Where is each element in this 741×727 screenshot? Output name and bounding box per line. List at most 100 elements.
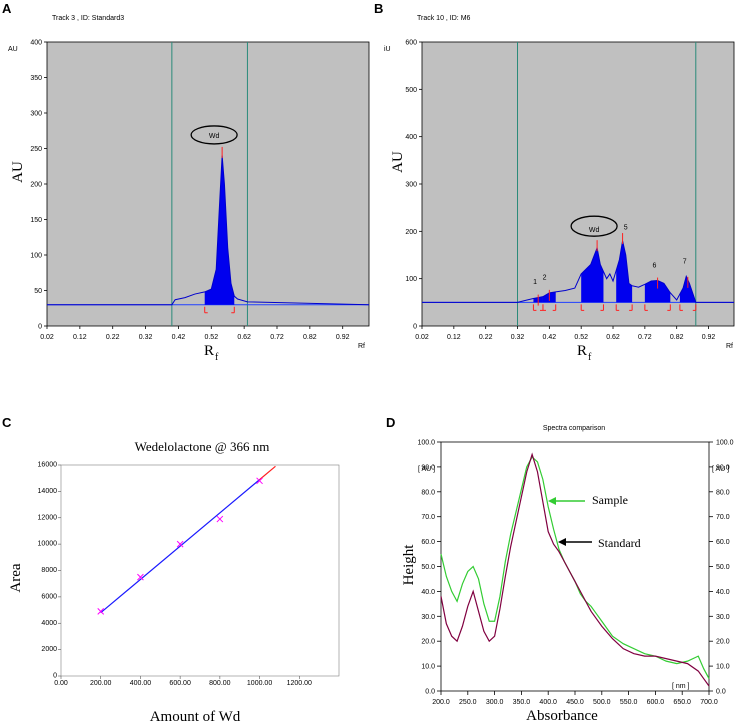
a-peak-0-bound-1 — [231, 306, 235, 314]
panel-a-plot-area — [46, 41, 370, 327]
b-ytick-label-2: 200 — [405, 229, 417, 236]
panel-b-plot-area — [421, 41, 735, 327]
panel-d-left-unit: [ AU ] — [418, 466, 435, 473]
b-xtick-label-1: 0.12 — [447, 334, 461, 341]
a-ytick-label-8: 400 — [30, 40, 42, 47]
c-xtick-label-4: 800.00 — [209, 680, 231, 687]
c-ytick-label-8: 16000 — [38, 462, 58, 469]
panel-d: D Spectra comparison [ AU ] [ AU ] [ nm … — [386, 415, 734, 724]
b-ytick-label-4: 400 — [405, 134, 417, 141]
d-ytick-right-label-5: 50.0 — [716, 564, 730, 571]
d-xtick-label-6: 500.0 — [593, 699, 611, 706]
b-peak-1-bound-1 — [552, 304, 557, 311]
b-peak-4-bound-0 — [644, 304, 648, 311]
d-ytick-left-label-1: 10.0 — [421, 664, 435, 671]
b-xtick-label-9: 0.92 — [702, 334, 716, 341]
b-ytick-label-3: 300 — [405, 182, 417, 189]
c-xtick-label-0: 0.00 — [54, 680, 68, 687]
d-ytick-right-label-8: 80.0 — [716, 489, 730, 496]
b-xtick-label-2: 0.22 — [479, 334, 493, 341]
c-xtick-label-2: 400.00 — [130, 680, 152, 687]
panel-a-unit-label: AU — [8, 46, 18, 53]
d-ytick-right-label-10: 100.0 — [716, 440, 734, 447]
panel-b-y-ticks: 0 100 200 300 400 500 600 — [405, 40, 422, 331]
panel-d-label: D — [386, 415, 395, 430]
a-xtick-label-5: 0.52 — [204, 334, 218, 341]
a-ytick-label-2: 100 — [30, 253, 42, 260]
panel-b-peak-label-4: 6 — [652, 262, 656, 269]
panel-b-vlines — [517, 42, 697, 326]
panel-c-points — [97, 477, 263, 615]
b-peak-3-bound-0 — [615, 304, 620, 311]
c-ytick-label-3: 6000 — [41, 593, 57, 600]
b-xtick-label-7: 0.72 — [638, 334, 652, 341]
a-xtick-label-4: 0.42 — [172, 334, 186, 341]
d-xtick-label-9: 650.0 — [673, 699, 691, 706]
panel-c: C Wedelolactone @ 366 nm 0 2000 4000 6000 80… — [2, 415, 340, 725]
d-ytick-right-label-4: 40.0 — [716, 589, 730, 596]
a-xtick-label-6: 0.62 — [237, 334, 251, 341]
d-ytick-left-label-0: 0.0 — [425, 689, 435, 696]
d-xtick-label-7: 550.0 — [620, 699, 638, 706]
panel-b-peak-label-0: 1 — [533, 279, 537, 286]
b-xtick-label-3: 0.32 — [511, 334, 525, 341]
panel-b-x-ticks: 0.02 0.12 0.22 0.32 0.42 0.52 0.62 0.72 0.82 0.92 — [415, 326, 715, 341]
c-point-0 — [97, 608, 105, 615]
b-peak-5-bound-1 — [692, 304, 697, 311]
panel-c-x-axis-label: Amount of Wd — [150, 709, 241, 725]
panel-a-x-ticks: 0.02 0.12 0.22 0.32 0.42 0.52 0.62 0.72 0.82 0.92 — [40, 326, 350, 341]
d-ytick-right-label-0: 0.0 — [716, 689, 726, 696]
d-ytick-left-label-2: 20.0 — [421, 639, 435, 646]
panel-c-title: Wedelolactone @ 366 nm — [135, 439, 270, 454]
panel-a-trace — [47, 155, 370, 306]
panel-a-title: Track 3 , ID: Standard3 — [52, 15, 124, 22]
panel-d-y-ticks: 0.0 0.0 10.0 10.0 20.0 20.0 30.0 30.0 40.0 40.0 50… — [417, 440, 733, 696]
c-point-1 — [137, 573, 144, 581]
panel-a-label: A — [2, 1, 12, 16]
panel-b-x-axis-label: R — [577, 343, 587, 359]
standard-arrow-head-icon — [558, 538, 566, 546]
panel-d-sample-label: Sample — [592, 493, 628, 507]
a-ytick-label-5: 250 — [30, 146, 42, 153]
panel-d-standard-curve — [440, 452, 710, 687]
d-xtick-label-5: 450.0 — [566, 699, 584, 706]
b-xtick-label-4: 0.42 — [543, 334, 557, 341]
panel-d-title: Spectra comparison — [543, 425, 605, 432]
panel-c-y-ticks: 0 2000 4000 6000 8000 10000 12000 14000 16000 — [38, 462, 61, 680]
d-ytick-left-label-10: 100.0 — [417, 440, 435, 447]
d-ytick-right-label-7: 70.0 — [716, 514, 730, 521]
panel-a-vlines — [171, 42, 248, 326]
panel-b-x-axis-sub: f — [588, 352, 592, 363]
panel-b-unit-label: iU — [384, 46, 391, 53]
a-peak-0-bound-0 — [204, 306, 208, 314]
a-xtick-label-8: 0.82 — [303, 334, 317, 341]
b-peak-2-bound-0 — [580, 304, 585, 311]
panel-a-y-axis-label: AU — [10, 161, 26, 183]
d-ytick-right-label-6: 60.0 — [716, 539, 730, 546]
b-peak-1-bound-0 — [542, 304, 546, 311]
panel-b-trace — [422, 240, 734, 303]
a-ytick-label-0: 0 — [38, 324, 42, 331]
c-xtick-label-6: 1200.00 — [287, 680, 312, 687]
panel-b-y-axis-label: AU — [390, 151, 406, 173]
panel-b-peak-label-3: 5 — [624, 225, 628, 232]
d-xtick-label-2: 300.0 — [486, 699, 504, 706]
b-peak-4-bound-1 — [667, 304, 671, 311]
panel-b-peak-5-area — [679, 276, 696, 303]
a-xtick-label-7: 0.72 — [270, 334, 284, 341]
panel-b-peak-labels: 12 Wd 5 6 7 — [533, 225, 687, 286]
d-ytick-left-label-3: 30.0 — [421, 614, 435, 621]
panel-c-fit-extension — [259, 465, 276, 481]
a-xtick-label-9: 0.92 — [336, 334, 350, 341]
b-peak-0-bound-0 — [532, 304, 537, 311]
panel-d-x-unit: [ nm ] — [672, 683, 690, 690]
c-xtick-label-3: 600.00 — [169, 680, 191, 687]
c-point-4 — [256, 477, 263, 485]
b-xtick-label-8: 0.82 — [670, 334, 684, 341]
panel-b-peak-label-5: 7 — [683, 259, 687, 266]
panel-b: B Track 10 , ID: M6 iU 0 100 200 300 400 500 6… — [374, 1, 735, 363]
c-point-3 — [216, 515, 224, 523]
panel-b-wd-ellipse — [570, 215, 618, 237]
b-ytick-label-6: 600 — [405, 40, 417, 47]
